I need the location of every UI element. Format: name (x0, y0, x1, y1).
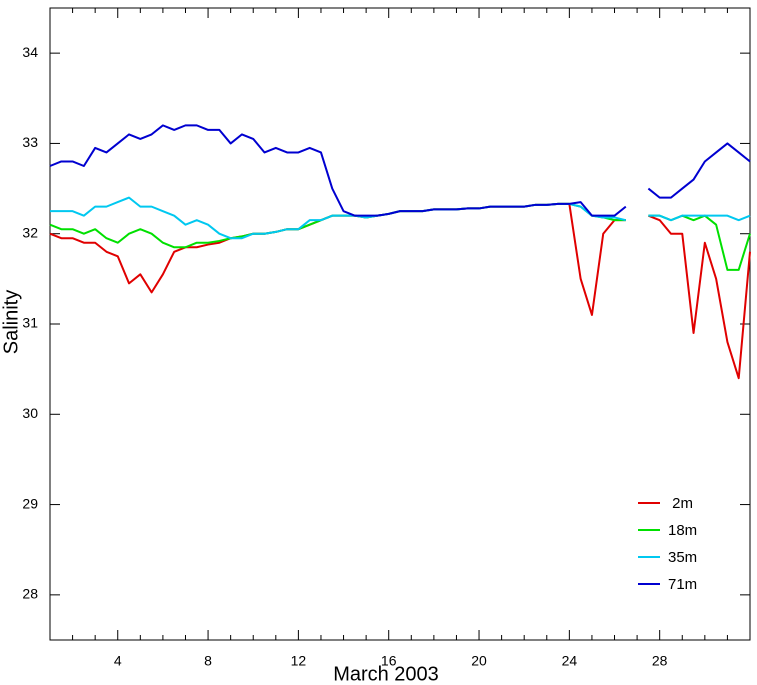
y-axis-title: Salinity (0, 290, 22, 354)
y-tick-label: 30 (22, 405, 38, 421)
x-tick-label: 24 (562, 653, 578, 669)
x-tick-label: 8 (204, 653, 212, 669)
x-tick-label: 28 (652, 653, 668, 669)
x-tick-label: 4 (114, 653, 122, 669)
x-tick-label: 20 (471, 653, 487, 669)
series-line (49, 202, 751, 271)
y-tick-label: 31 (22, 315, 38, 331)
y-tick-label: 28 (22, 586, 38, 602)
legend-label: 2m (668, 495, 693, 512)
y-tick-label: 29 (22, 495, 38, 511)
y-tick-label: 32 (22, 224, 38, 240)
legend-label: 71m (668, 576, 697, 593)
series-line (49, 124, 751, 217)
series-line (49, 202, 751, 380)
y-tick-label: 34 (22, 44, 38, 60)
series-line (50, 196, 751, 240)
y-tick-label: 33 (22, 134, 38, 150)
plot-frame (49, 7, 751, 641)
x-tick-label: 12 (291, 653, 307, 669)
legend-label: 35m (668, 549, 697, 566)
x-tick-label: 16 (381, 653, 397, 669)
legend-label: 18m (668, 522, 697, 539)
x-axis-title: March 2003 (333, 663, 439, 685)
